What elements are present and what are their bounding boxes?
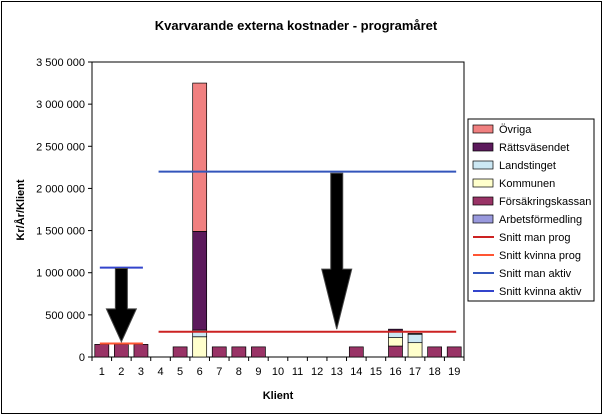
- x-tick-label: 2: [118, 366, 124, 378]
- bar-segment: [407, 333, 423, 335]
- legend-label: Rättsväsendet: [499, 142, 569, 154]
- bar-segment: [388, 328, 403, 332]
- bars-layer: [94, 82, 462, 358]
- legend-swatch: [472, 178, 494, 188]
- y-axis-ticks: 0 500 000 1 000 000 1 500 000 2 000 000 2 500…: [36, 57, 92, 364]
- bar-segment: [192, 336, 208, 358]
- x-tick-label: 15: [370, 366, 382, 378]
- legend-label: Snitt man prog: [499, 232, 571, 244]
- legend-label: Kommunen: [499, 178, 555, 190]
- bar-segment: [348, 346, 364, 358]
- x-tick-label: 13: [331, 366, 343, 378]
- bar-segment: [211, 346, 227, 358]
- bar-segment: [251, 346, 266, 358]
- legend: Övriga Rättsväsendet Landstinget Kommunen Fö…: [467, 118, 595, 302]
- bar-segment: [446, 346, 462, 358]
- plot-frame: [91, 61, 465, 358]
- y-tick-label: 500 000: [45, 310, 85, 322]
- x-tick-label: 6: [197, 366, 203, 378]
- legend-label: Övriga: [499, 124, 532, 136]
- down-arrow: [105, 268, 138, 344]
- legend-label: Arbetsförmedling: [499, 214, 582, 226]
- legend-swatch: [472, 160, 494, 170]
- legend-swatch: [472, 196, 494, 206]
- x-tick-label: 11: [292, 366, 303, 378]
- x-tick-label: 10: [272, 366, 284, 378]
- x-tick-label: 18: [429, 366, 441, 378]
- bar-segment: [388, 345, 403, 358]
- x-tick-label: 3: [138, 366, 144, 378]
- y-tick-label: 2 000 000: [36, 183, 85, 195]
- bar-segment: [172, 346, 188, 358]
- plot-area: [91, 61, 465, 358]
- y-tick-label: 1 000 000: [36, 268, 85, 280]
- y-tick-label: 0: [79, 352, 85, 364]
- x-tick-label: 4: [157, 366, 163, 378]
- x-tick-label: 14: [350, 366, 362, 378]
- x-tick-label: 1: [99, 366, 105, 378]
- legend-label: Landstinget: [499, 160, 556, 172]
- x-tick-label: 17: [409, 366, 421, 378]
- legend-swatch: [472, 214, 494, 224]
- legend-swatch: [472, 142, 494, 152]
- x-tick-label: 9: [255, 366, 261, 378]
- x-axis-ticks: 1 2 3 4 5 6 7 8 9 10 11 12 13 14 15 16 17 18 19: [91, 357, 465, 378]
- y-tick-label: 3 000 000: [36, 99, 85, 111]
- x-tick-label: 7: [216, 366, 222, 378]
- bar-segment: [388, 337, 403, 347]
- bar-segment: [192, 231, 208, 331]
- legend-label: Snitt kvinna aktiv: [499, 286, 582, 298]
- x-tick-label: 19: [448, 366, 460, 378]
- y-tick-label: 2 500 000: [36, 141, 85, 153]
- x-tick-label: 16: [389, 366, 401, 378]
- bar-segment: [192, 82, 208, 232]
- x-tick-label: 8: [236, 366, 242, 378]
- bar-segment: [407, 342, 423, 358]
- down-arrow: [321, 172, 353, 330]
- lines-layer: [99, 170, 457, 345]
- legend-label: Försäkringskassan: [499, 196, 591, 208]
- bar-segment: [231, 346, 247, 358]
- y-axis-label: Kr/År/Klient: [14, 179, 27, 240]
- bar-segment: [133, 344, 149, 358]
- legend-label: Snitt man aktiv: [499, 268, 572, 280]
- chart-title: Kvarvarande externa kostnader - programå…: [155, 18, 438, 33]
- x-axis-label: Klient: [263, 390, 294, 402]
- bar-segment: [94, 344, 110, 358]
- x-tick-label: 5: [177, 366, 183, 378]
- x-tick-label: 12: [311, 366, 323, 378]
- legend-swatch: [472, 124, 494, 134]
- arrows-layer: [105, 172, 353, 344]
- bar-segment: [407, 333, 423, 344]
- legend-label: Snitt kvinna prog: [499, 250, 581, 262]
- y-tick-label: 3 500 000: [36, 57, 85, 69]
- bar-segment: [114, 344, 129, 358]
- bar-segment: [427, 346, 442, 358]
- y-tick-label: 1 500 000: [36, 226, 85, 238]
